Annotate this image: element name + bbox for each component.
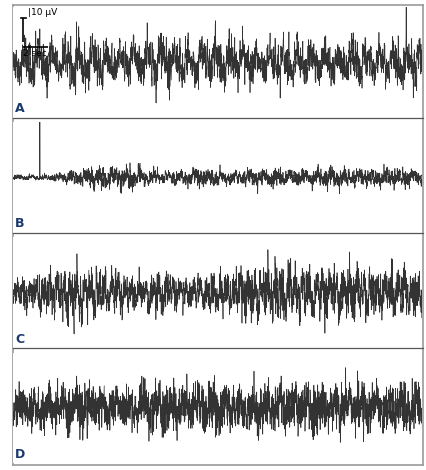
- Text: 2 sec: 2 sec: [23, 49, 47, 58]
- Text: D: D: [15, 448, 26, 461]
- Text: B: B: [15, 218, 25, 230]
- Text: |10 µV: |10 µV: [28, 8, 58, 17]
- Text: A: A: [15, 102, 25, 115]
- Text: C: C: [15, 333, 24, 345]
